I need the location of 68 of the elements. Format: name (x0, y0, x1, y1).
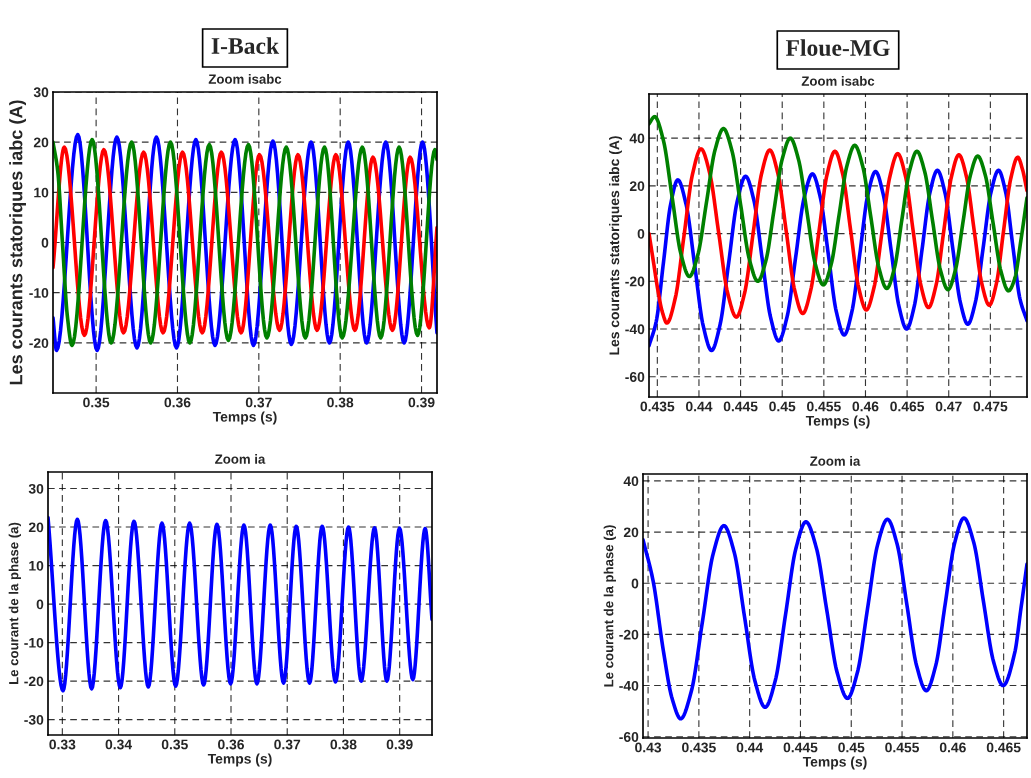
x-tick-label: 0.46 (852, 401, 879, 412)
x-tick-label: 0.37 (245, 397, 272, 408)
y-axis-title: Le courant de la phase (a) (603, 525, 616, 687)
x-tick-label: 0.35 (83, 397, 110, 408)
chart-title: Zoom isabc (801, 76, 875, 86)
y-tick-label: -20 (619, 629, 639, 640)
x-tick-label: 0.37 (274, 739, 301, 750)
x-tick-label: 0.435 (640, 401, 675, 412)
x-axis-title: Temps (s) (212, 411, 277, 425)
chart-title: Zoom isabc (208, 74, 282, 84)
x-tick-label: 0.44 (685, 401, 713, 412)
x-tick-label: 0.38 (330, 739, 357, 750)
x-tick-label: 0.39 (386, 739, 413, 750)
x-tick-label: 0.47 (935, 401, 962, 412)
y-tick-label: 10 (29, 560, 44, 571)
x-tick-label: 0.455 (885, 742, 920, 753)
x-tick-label: 0.455 (807, 401, 841, 412)
y-tick-label: -20 (24, 676, 44, 687)
x-tick-label: 0.45 (838, 742, 865, 753)
x-tick-label: 0.445 (783, 742, 818, 753)
y-tick-label: 0 (41, 237, 49, 248)
x-tick-label: 0.33 (49, 739, 76, 750)
y-tick-label: 20 (28, 522, 44, 533)
text: I-Back (211, 37, 280, 54)
y-axis-title: Les courants statoriques iabc (A) (9, 100, 26, 385)
x-tick-label: 0.39 (408, 397, 435, 408)
y-tick-label: -60 (619, 732, 639, 742)
text: Floue-MG (785, 39, 890, 56)
x-tick-label: 0.44 (736, 742, 764, 753)
x-tick-label: 0.38 (327, 397, 354, 408)
y-tick-label: -40 (625, 324, 645, 335)
y-tick-label: 20 (623, 527, 639, 538)
x-tick-label: 0.34 (105, 739, 132, 750)
chart-title: Zoom ia (215, 454, 266, 464)
y-tick-label: -60 (625, 372, 645, 382)
x-tick-label: 0.46 (939, 742, 966, 753)
y-tick-label: 30 (33, 87, 49, 98)
y-axis-title: Le courant de la phase (a) (8, 522, 21, 684)
y-tick-label: 10 (34, 187, 49, 198)
y-axis-title: Les courants statoriques iabc (A) (609, 136, 622, 355)
y-tick-label: -40 (619, 680, 639, 691)
chart-title: Zoom ia (810, 456, 861, 466)
y-tick-label: 40 (629, 133, 645, 144)
y-tick-label: -20 (625, 276, 645, 287)
y-tick-label: 30 (28, 483, 44, 494)
x-tick-label: 0.36 (164, 397, 191, 408)
y-tick-label: -20 (29, 338, 49, 348)
x-tick-label: 0.35 (161, 739, 188, 750)
y-tick-label: -10 (29, 288, 49, 298)
y-tick-label: -10 (24, 637, 44, 648)
x-tick-label: 0.445 (723, 401, 758, 412)
y-tick-label: 20 (629, 181, 645, 192)
y-tick-label: 0 (36, 599, 44, 610)
x-axis-title: Temps (s) (805, 415, 870, 429)
x-axis-title: Temps (s) (207, 753, 272, 767)
x-tick-label: 0.435 (682, 742, 716, 753)
x-tick-label: 0.465 (890, 401, 925, 412)
x-tick-label: 0.465 (986, 742, 1021, 753)
y-tick-label: 40 (623, 476, 639, 487)
y-tick-label: -30 (24, 714, 44, 725)
y-tick-label: 20 (33, 137, 49, 148)
x-axis-title: Temps (s) (802, 756, 867, 770)
x-tick-label: 0.45 (769, 401, 796, 412)
y-tick-label: 0 (631, 578, 639, 589)
x-tick-label: 0.36 (218, 739, 245, 750)
y-tick-label: 0 (637, 228, 645, 239)
x-tick-label: 0.475 (973, 401, 1008, 412)
x-tick-label: 0.43 (635, 742, 662, 753)
